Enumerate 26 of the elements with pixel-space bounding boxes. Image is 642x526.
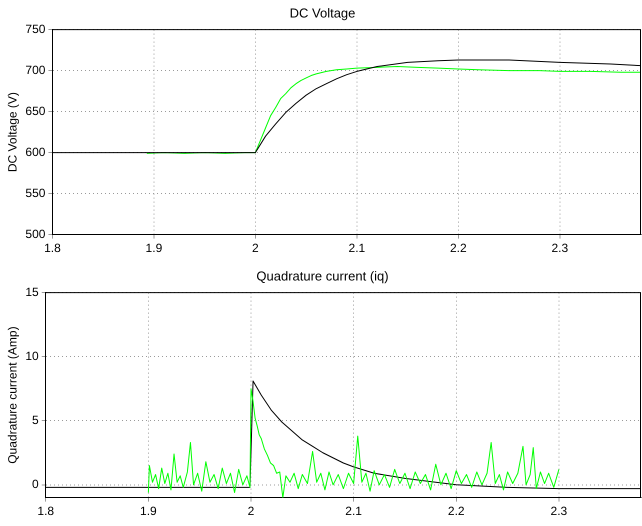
x-tick-label: 2.1 [345, 504, 362, 518]
x-tick-label: 2 [252, 241, 260, 256]
x-tick-label: 2 [248, 504, 255, 518]
x-tick-label: 1.9 [140, 504, 158, 518]
y-tick-label: 15 [25, 284, 40, 299]
y-tick-label: 550 [25, 186, 46, 200]
x-tick-label: 2.3 [550, 504, 568, 518]
y-tick-label: 600 [25, 144, 46, 159]
y-tick-label: 0 [32, 477, 40, 492]
y-tick-label: 10 [25, 348, 40, 363]
y-tick-label: 650 [25, 104, 46, 118]
y-axis-title: Quadrature current (Amp) [6, 326, 20, 464]
x-tick-label: 1.8 [37, 504, 54, 518]
x-tick-label: 1.9 [146, 241, 163, 256]
y-tick-label: 750 [25, 22, 46, 36]
y-axis-title: DC Voltage (V) [6, 92, 20, 172]
x-tick-label: 1.8 [44, 241, 62, 256]
x-tick-label: 2.2 [450, 241, 467, 256]
x-tick-label: 2.1 [348, 241, 366, 256]
chart-title: DC Voltage [290, 5, 356, 20]
y-tick-label: 5 [32, 413, 40, 428]
x-tick-label: 2.2 [448, 504, 465, 518]
chart-title: Quadrature current (iq) [256, 268, 389, 284]
y-tick-label: 500 [25, 226, 46, 241]
y-tick-label: 700 [25, 62, 46, 77]
x-tick-label: 2.3 [551, 241, 568, 256]
